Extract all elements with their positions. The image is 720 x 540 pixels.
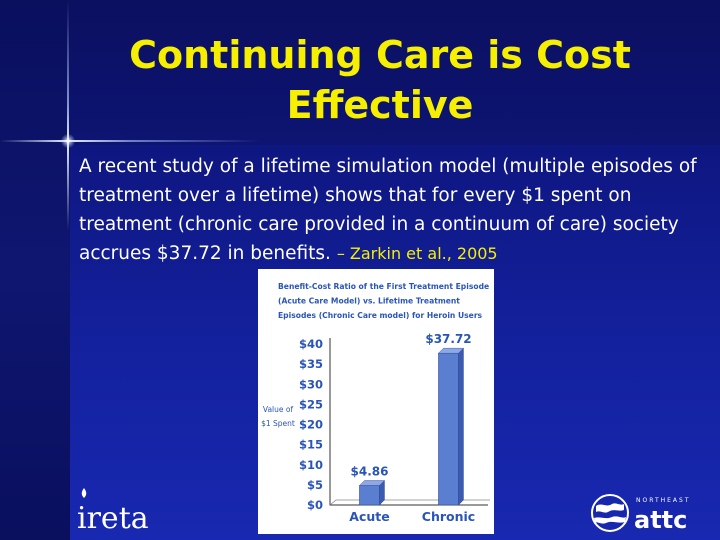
bars xyxy=(359,347,464,506)
y-axis-ticks: $0 $5 $10 $15 $20 $25 $30 $35 $40 xyxy=(299,337,323,512)
bar-chronic xyxy=(438,352,459,506)
bar-acute xyxy=(359,485,380,506)
x-tick-label-chronic: Chronic xyxy=(422,509,475,524)
x-tick-label-acute: Acute xyxy=(349,509,389,524)
northeast-attc-logo: NORTHEAST attc xyxy=(588,490,710,536)
northeast-logo-text: NORTHEAST xyxy=(636,497,691,504)
y-tick-label: $40 xyxy=(299,337,323,351)
y-axis-label-line-2: $1 Spent xyxy=(261,419,295,428)
y-axis-label: Value of $1 Spent xyxy=(261,405,295,428)
chart-title-line-1: Benefit-Cost Ratio of the First Treatmen… xyxy=(278,282,489,291)
lens-flare-center xyxy=(61,134,75,148)
bar-chart: Benefit-Cost Ratio of the First Treatmen… xyxy=(261,282,490,524)
slide-background-left xyxy=(0,0,70,540)
bar-top-chronic xyxy=(438,347,464,354)
y-tick-label: $25 xyxy=(299,397,323,411)
y-tick-label: $35 xyxy=(299,357,323,371)
lens-flare-vertical xyxy=(67,0,69,230)
chart-title-line-2: (Acute Care Model) vs. Lifetime Treatmen… xyxy=(278,297,460,306)
value-label-acute: $4.86 xyxy=(351,464,389,478)
chart-title: Benefit-Cost Ratio of the First Treatmen… xyxy=(278,282,489,320)
bar-side-chronic xyxy=(458,347,464,506)
bar-top-acute xyxy=(359,480,385,486)
x-axis-ticks: Acute Chronic xyxy=(349,509,475,524)
ireta-logo: ireta xyxy=(75,486,165,536)
slide-body-text: A recent study of a lifetime simulation … xyxy=(79,156,697,264)
plot-frame xyxy=(329,338,490,506)
y-tick-label: $15 xyxy=(299,438,323,452)
lens-flare-horizontal xyxy=(0,140,260,142)
chart-title-line-3: Episodes (Chronic Care model) for Heroin… xyxy=(278,311,483,320)
axis-floor xyxy=(329,499,490,506)
y-tick-label: $10 xyxy=(299,458,323,472)
flame-icon xyxy=(81,488,87,498)
axis-lines xyxy=(329,338,488,506)
chart-panel: Benefit-Cost Ratio of the First Treatmen… xyxy=(258,269,494,534)
y-tick-label: $5 xyxy=(307,478,323,492)
slide-title: Continuing Care is Cost Effective xyxy=(90,30,670,130)
globe-icon xyxy=(591,494,629,532)
citation: – Zarkin et al., 2005 xyxy=(336,244,498,263)
slide-body: A recent study of a lifetime simulation … xyxy=(79,152,704,268)
ireta-logo-text: ireta xyxy=(77,501,149,534)
attc-logo-text: attc xyxy=(634,506,687,534)
value-labels: $4.86 $37.72 xyxy=(351,332,472,478)
value-label-chronic: $37.72 xyxy=(425,332,471,346)
y-tick-label: $0 xyxy=(307,498,323,512)
y-tick-label: $20 xyxy=(299,418,323,432)
y-tick-label: $30 xyxy=(299,377,323,391)
slide-title-line2: Effective xyxy=(286,83,474,127)
slide-title-line1: Continuing Care is Cost xyxy=(129,33,631,77)
y-axis-label-line-1: Value of xyxy=(263,405,294,414)
slide-background-top xyxy=(0,0,720,145)
